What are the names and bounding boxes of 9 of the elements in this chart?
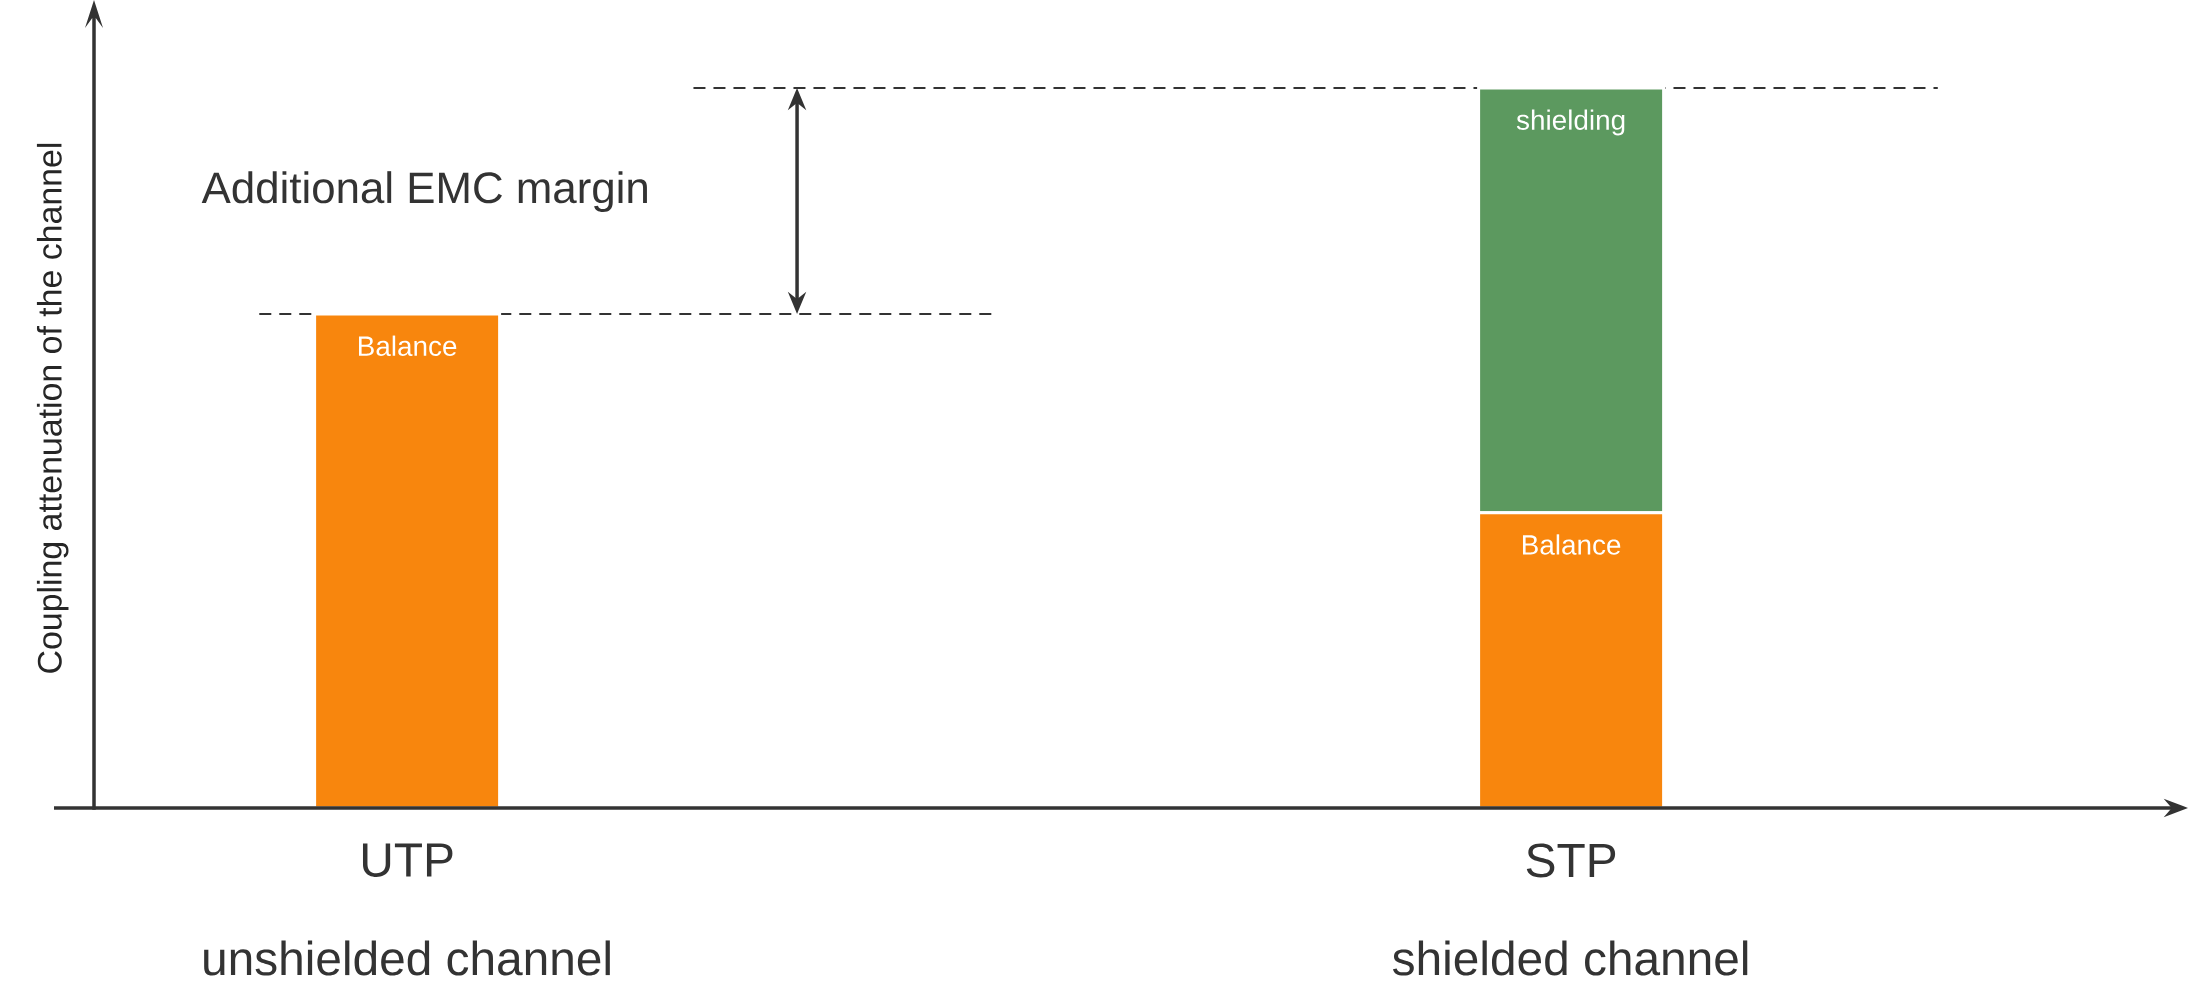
- y-axis-title: Coupling attenuation of the channel: [36, 143, 69, 673]
- series-label: shielding: [1516, 109, 1625, 136]
- series-label: Balance: [1522, 534, 1621, 555]
- annotation: Additional EMC margin: [201, 171, 647, 213]
- text: unshielded channel: [204, 940, 610, 976]
- text: Balance: [358, 335, 457, 357]
- x-tick-label: UTP: [362, 843, 453, 877]
- x-tick-label: STP: [1526, 843, 1616, 878]
- text: shielded channel: [1392, 940, 1748, 976]
